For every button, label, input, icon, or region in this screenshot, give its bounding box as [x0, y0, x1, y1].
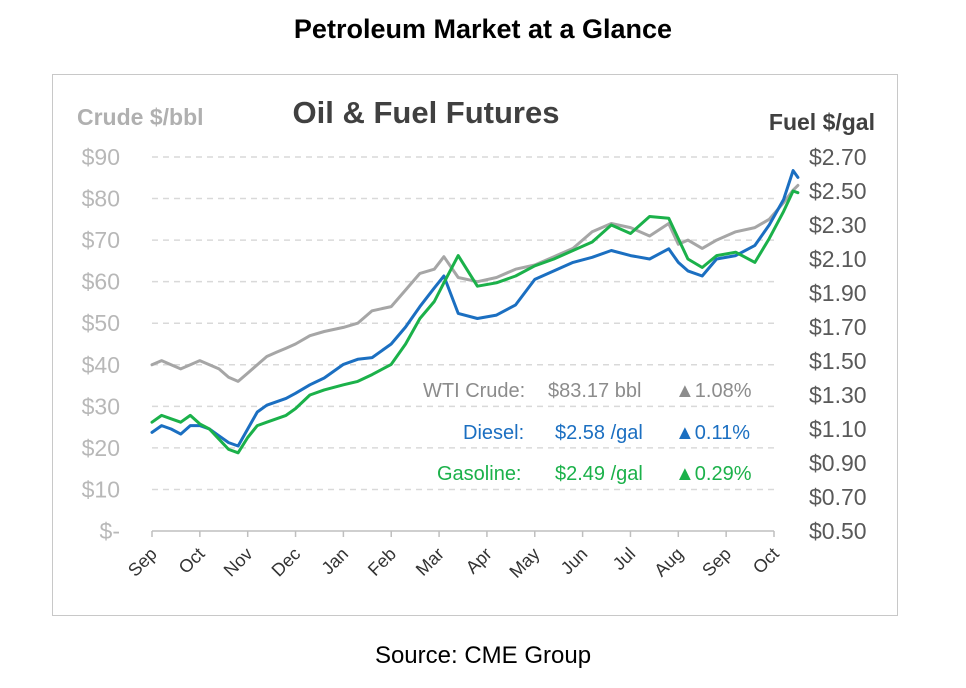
right-tick-label: $0.50	[809, 518, 867, 544]
chart-title: Oil & Fuel Futures	[293, 95, 560, 130]
annotation-label: WTI Crude:	[423, 380, 525, 402]
month-label: Aug	[650, 544, 687, 581]
left-tick-label: $40	[82, 352, 120, 378]
annotation-change: ▲0.11%	[675, 422, 750, 444]
left-tick-label: $-	[100, 518, 120, 544]
right-tick-label: $2.10	[809, 246, 867, 272]
right-tick-label: $2.50	[809, 178, 867, 204]
annotation-value: $2.49 /gal	[555, 463, 643, 485]
left-tick-label: $60	[82, 269, 120, 295]
left-tick-label: $30	[82, 393, 120, 419]
right-tick-label: $0.90	[809, 450, 867, 476]
month-label: Dec	[268, 544, 305, 581]
annotation-label: Gasoline:	[437, 463, 522, 485]
right-tick-label: $2.30	[809, 212, 867, 238]
month-label: Jun	[557, 544, 592, 579]
month-label: Sep	[698, 544, 735, 581]
right-tick-label: $1.70	[809, 314, 867, 340]
series-line-gasoline	[150, 189, 800, 455]
page-title: Petroleum Market at a Glance	[293, 14, 673, 44]
right-tick-label: $1.90	[809, 280, 867, 306]
month-label: Oct	[175, 544, 209, 578]
month-label: May	[505, 544, 543, 582]
annotation-change: ▲0.29%	[675, 463, 752, 485]
left-tick-label: $10	[82, 476, 120, 502]
right-tick-label: $1.50	[809, 348, 867, 374]
left-tick-label: $50	[82, 310, 120, 336]
annotation-label: Diesel:	[463, 422, 524, 444]
month-label: Sep	[124, 544, 161, 581]
right-tick-label: $1.10	[809, 416, 867, 442]
series-line-wti-crude	[150, 183, 800, 383]
month-label: Apr	[462, 544, 496, 578]
month-label: Jan	[318, 544, 353, 579]
left-tick-label: $70	[82, 227, 120, 253]
right-tick-label: $0.70	[809, 484, 867, 510]
series-line-diesel	[150, 169, 800, 448]
left-tick-label: $20	[82, 435, 120, 461]
month-label: Mar	[412, 544, 448, 580]
right-tick-label: $1.30	[809, 382, 867, 408]
chart-svg: Oil & Fuel Futures Crude $/bbl Fuel $/gal $…	[77, 95, 875, 582]
left-tick-label: $90	[82, 144, 120, 170]
annotation-value: $83.17 bbl	[548, 380, 641, 402]
right-tick-label: $2.70	[809, 144, 867, 170]
month-label: Jul	[609, 544, 639, 574]
annotation-change: ▲1.08%	[675, 380, 752, 402]
month-label: Nov	[220, 544, 257, 581]
chart-panel: Oil & Fuel Futures Crude $/bbl Fuel $/gal $…	[52, 74, 898, 616]
right-axis-label: Fuel $/gal	[769, 109, 875, 135]
month-label: Oct	[749, 544, 783, 578]
source-caption: Source: CME Group	[374, 642, 592, 669]
annotation-value: $2.58 /gal	[555, 422, 643, 444]
month-label: Feb	[364, 544, 400, 580]
left-tick-label: $80	[82, 186, 120, 212]
left-axis-label: Crude $/bbl	[77, 104, 204, 130]
